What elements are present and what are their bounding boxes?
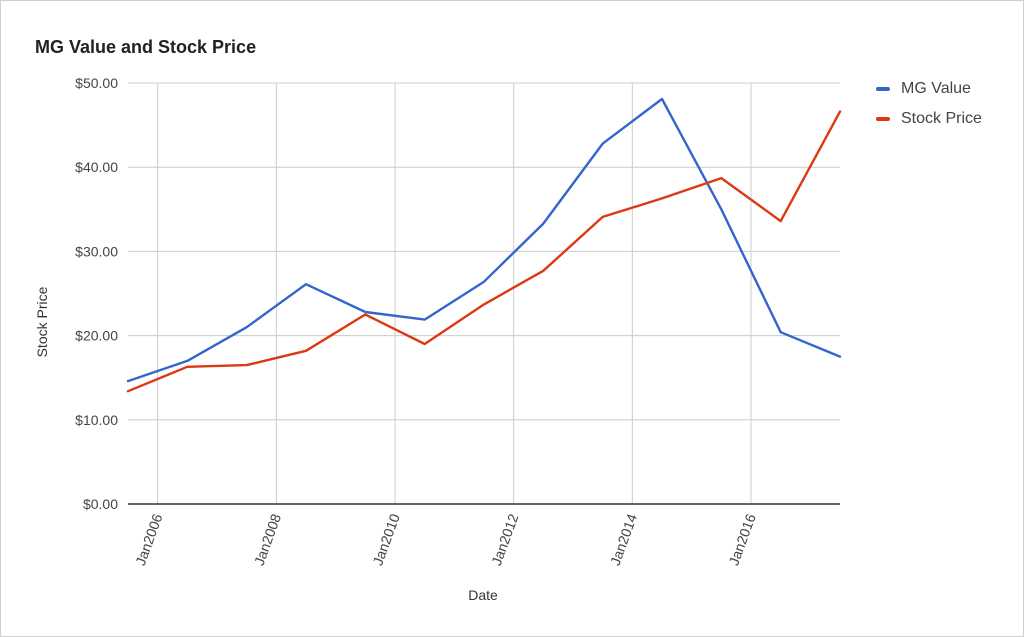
y-tick-label: $50.00 (75, 75, 118, 91)
horizontal-gridlines (128, 82, 840, 421)
legend-swatch (876, 117, 890, 121)
x-tick-label: Jan2008 (251, 511, 284, 567)
series-line-stock-price (126, 110, 842, 393)
y-tick-label: $10.00 (75, 412, 118, 428)
y-tick-labels: $0.00 $10.00 $20.00 $30.00 $40.00 $50.00 (75, 75, 118, 512)
x-tick-label: Jan2016 (725, 511, 758, 567)
y-tick-label: $20.00 (75, 328, 118, 344)
x-tick-label: Jan2010 (369, 511, 402, 567)
y-tick-label: $40.00 (75, 159, 118, 175)
chart-legend: MG Value Stock Price (876, 74, 982, 134)
x-tick-label: Jan2012 (488, 511, 521, 567)
y-axis-label: Stock Price (34, 286, 50, 357)
legend-swatch (876, 87, 890, 91)
x-axis-label: Date (468, 587, 498, 603)
chart-title: MG Value and Stock Price (35, 37, 257, 57)
legend-label: MG Value (901, 80, 971, 97)
legend-item-stock-price[interactable]: Stock Price (876, 104, 982, 134)
x-tick-labels: Jan2006 Jan2008 Jan2010 Jan2012 Jan2014 Jan20… (132, 511, 759, 567)
y-tick-label: $0.00 (83, 496, 118, 512)
y-tick-label: $30.00 (75, 243, 118, 259)
series-line-mg-value (126, 97, 842, 383)
x-tick-label: Jan2006 (132, 511, 165, 567)
x-tick-label: Jan2014 (607, 511, 640, 567)
legend-item-mg-value[interactable]: MG Value (876, 74, 982, 104)
legend-label: Stock Price (901, 110, 982, 127)
series-lines (126, 97, 842, 393)
vertical-gridlines (157, 83, 752, 504)
